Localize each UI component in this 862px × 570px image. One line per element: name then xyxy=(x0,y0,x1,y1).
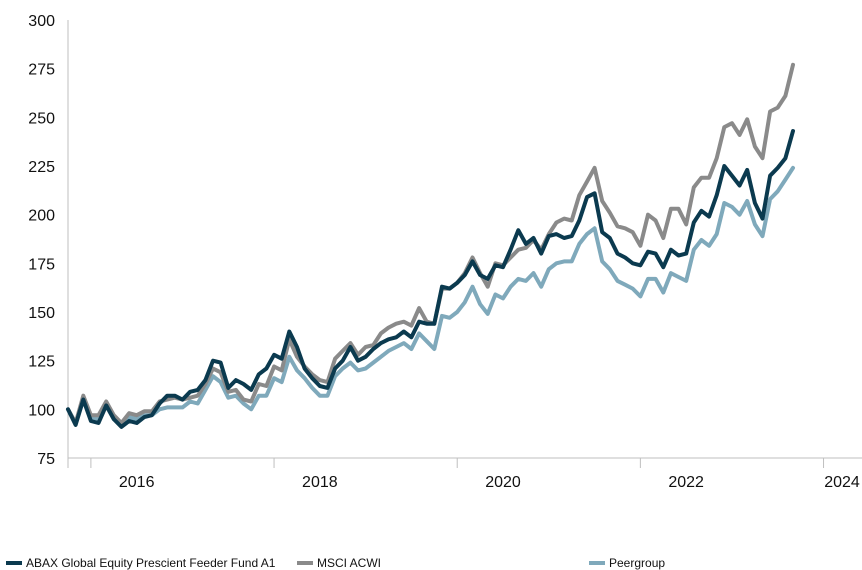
x-tick-label: 2024 xyxy=(824,474,860,491)
series-line-abax xyxy=(66,129,795,429)
chart-legend: ABAX Global Equity Prescient Feeder Fund… xyxy=(0,556,862,570)
series-line-peergroup xyxy=(66,165,795,427)
series-lines xyxy=(66,62,795,429)
y-tick-label: 125 xyxy=(28,354,55,371)
y-tick-label: 100 xyxy=(28,402,55,419)
y-tick-label: 75 xyxy=(37,451,55,468)
legend-item-abax: ABAX Global Equity Prescient Feeder Fund… xyxy=(6,556,275,570)
legend-item-peergroup: Peergroup xyxy=(589,556,665,570)
y-tick-label: 275 xyxy=(28,62,55,79)
x-tick-label: 2018 xyxy=(302,474,338,491)
y-tick-label: 300 xyxy=(28,13,55,30)
y-axis-tick-labels: 75 100 125 150 175 200 225 250 275 300 xyxy=(28,13,55,468)
x-tick-label: 2016 xyxy=(119,474,155,491)
legend-swatch-abax xyxy=(6,561,22,565)
x-axis-tick-labels: 2016 2018 2020 2022 2024 xyxy=(119,474,860,491)
legend-swatch-peergroup xyxy=(589,561,605,565)
x-tick-label: 2022 xyxy=(668,474,704,491)
y-tick-label: 200 xyxy=(28,208,55,225)
legend-label-msci: MSCI ACWI xyxy=(317,556,382,570)
x-tick-label: 2020 xyxy=(485,474,521,491)
chart-axes xyxy=(67,20,862,468)
legend-swatch-msci xyxy=(297,561,313,565)
y-tick-label: 175 xyxy=(28,256,55,273)
y-tick-label: 150 xyxy=(28,305,55,322)
y-tick-label: 250 xyxy=(28,110,55,127)
legend-label-abax: ABAX Global Equity Prescient Feeder Fund… xyxy=(26,556,276,570)
legend-label-peergroup: Peergroup xyxy=(609,556,666,570)
legend-item-msci: MSCI ACWI xyxy=(297,556,381,570)
series-line-msci-acwi xyxy=(66,62,795,425)
y-tick-label: 225 xyxy=(28,159,55,176)
